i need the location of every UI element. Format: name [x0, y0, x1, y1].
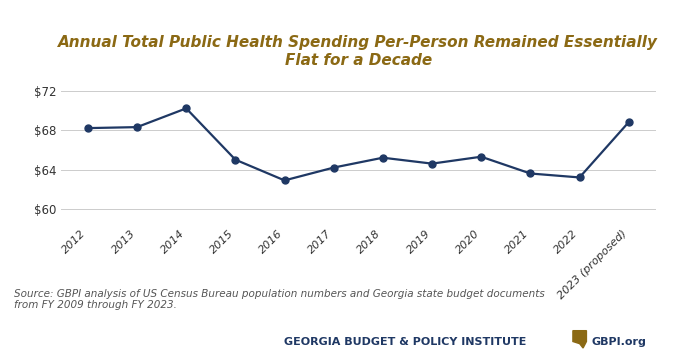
Text: GBPI.org: GBPI.org	[592, 336, 646, 347]
Text: GEORGIA BUDGET & POLICY INSTITUTE: GEORGIA BUDGET & POLICY INSTITUTE	[284, 336, 527, 347]
Title: Annual Total Public Health Spending Per-Person Remained Essentially
Flat for a D: Annual Total Public Health Spending Per-…	[58, 35, 658, 68]
Text: Source: GBPI analysis of US Census Bureau population numbers and Georgia state b: Source: GBPI analysis of US Census Burea…	[14, 289, 544, 310]
Polygon shape	[573, 331, 587, 348]
